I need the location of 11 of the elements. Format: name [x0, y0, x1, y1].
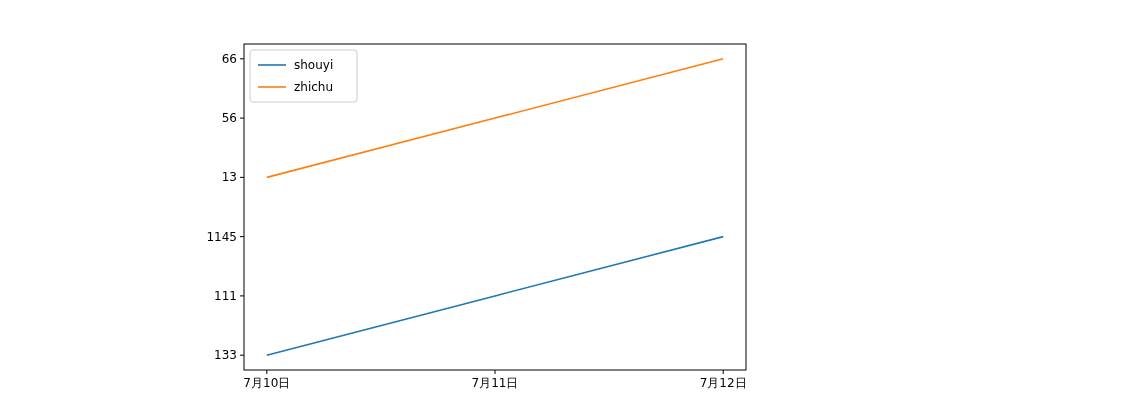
- x-tick-label: 7月11日: [471, 376, 519, 390]
- annotation: 56: [221, 111, 237, 126]
- annotation: 1145: [206, 229, 237, 244]
- x-tick-label: 7月10日: [243, 376, 291, 390]
- annotation: 133: [214, 348, 237, 363]
- annotation: 111: [214, 288, 237, 303]
- legend-label: shouyi: [294, 58, 334, 72]
- annotation: 66: [221, 51, 237, 66]
- legend-label: zhichu: [294, 80, 334, 94]
- annotation: 13: [221, 170, 237, 185]
- x-tick-label: 7月12日: [699, 376, 747, 390]
